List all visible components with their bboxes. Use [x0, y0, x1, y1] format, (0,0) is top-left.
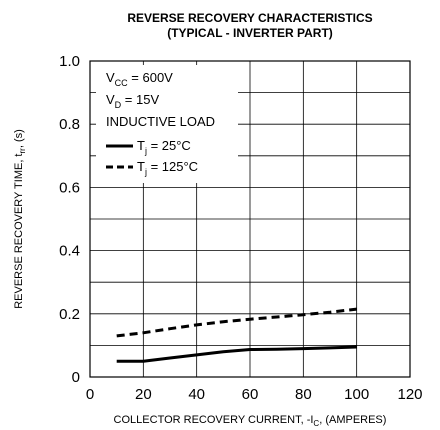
- y-tick-label: 1.0: [59, 53, 80, 70]
- y-tick-label: 0.2: [59, 306, 80, 323]
- y-tick-label: 0: [72, 369, 80, 386]
- condition-vd: VD = 15V: [106, 92, 159, 110]
- x-tick-label: 40: [188, 386, 205, 403]
- legend-label-125c: Tj = 125°C: [137, 159, 198, 177]
- x-tick-label: 100: [344, 386, 369, 403]
- series-line-25c: [116, 345, 357, 363]
- y-tick-label: 0.8: [59, 116, 80, 133]
- x-tick-label: 20: [135, 386, 152, 403]
- x-tick-label: 0: [86, 386, 94, 403]
- tick-labels: 0 20 40 60 80 100 120 0 0.2 0.4 0.6 0.8 1.0: [59, 53, 422, 403]
- y-tick-label: 0.6: [59, 179, 80, 196]
- series-line-125c: [116, 307, 357, 338]
- x-tick-label: 120: [397, 386, 422, 403]
- chart-title-line1: REVERSE RECOVERY CHARACTERISTICS: [127, 11, 372, 25]
- condition-vcc: VCC = 600V: [106, 70, 173, 88]
- x-tick-label: 80: [295, 386, 312, 403]
- y-axis-label: REVERSE RECOVERY TIME, trr, (s): [13, 129, 27, 309]
- plot-frame: [89, 60, 411, 378]
- x-axis-label: COLLECTOR RECOVERY CURRENT, -IC, (AMPERE…: [114, 414, 387, 428]
- x-tick-label: 60: [242, 386, 259, 403]
- legend-label-25c: Tj = 25°C: [137, 138, 191, 156]
- series-layer: [116, 307, 357, 363]
- chart-title-line2: (TYPICAL - INVERTER PART): [167, 26, 333, 40]
- grid: [90, 61, 410, 377]
- condition-load: INDUCTIVE LOAD: [106, 114, 215, 129]
- legend-box: VCC = 600V VD = 15V INDUCTIVE LOAD Tj = …: [96, 65, 238, 183]
- legend-background: [96, 65, 238, 183]
- y-tick-label: 0.4: [59, 243, 80, 260]
